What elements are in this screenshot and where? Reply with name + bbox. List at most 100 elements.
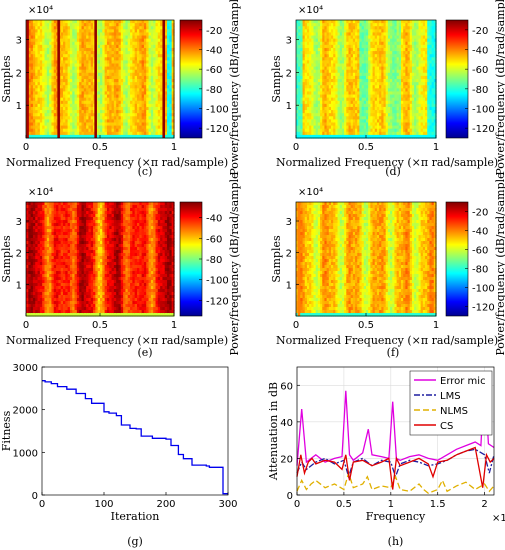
spectrogram-cell <box>100 85 103 89</box>
spectrogram-cell <box>379 63 382 68</box>
spectrogram-cell <box>309 85 312 89</box>
spectrogram-cell <box>306 116 310 120</box>
spectrogram-cell <box>409 38 413 43</box>
spectrogram-cell <box>35 131 39 136</box>
spectrogram-cell <box>120 66 124 71</box>
spectrogram-cell <box>409 69 413 74</box>
spectrogram-cell <box>134 131 138 136</box>
spectrogram-cell <box>407 85 411 89</box>
spectrogram-cell <box>28 244 32 248</box>
spectrogram-cell <box>350 125 354 130</box>
spectrogram-cell <box>433 85 437 89</box>
spectrogram-cell <box>320 66 323 71</box>
spectrogram-cell <box>37 26 41 30</box>
spectrogram-cell <box>359 119 363 124</box>
spectrogram-cell <box>76 85 80 89</box>
spectrogram-cell <box>387 51 391 55</box>
spectrogram-cell <box>414 38 417 43</box>
spectrogram-cell <box>320 110 323 114</box>
spectrogram-cell <box>97 20 101 24</box>
spectrogram-cell <box>79 32 83 37</box>
spectrogram-cell <box>363 122 367 127</box>
spectrogram-cell <box>69 94 73 99</box>
spectrogram-cell <box>431 125 435 130</box>
spectrogram-cell <box>311 69 315 74</box>
spectrogram-cell <box>348 32 352 37</box>
spectrogram-cell <box>311 91 315 96</box>
spectrogram-cell <box>352 38 356 43</box>
spectrogram-cell <box>120 69 124 74</box>
spectrogram-cell <box>83 63 87 68</box>
spectrogram-cell <box>407 82 411 86</box>
spectrogram-cell <box>160 128 164 133</box>
spectrogram-cell <box>123 35 127 40</box>
spectrogram-cell <box>74 20 78 24</box>
spectrogram-cell <box>125 97 129 102</box>
spectrogram-cell <box>381 38 385 43</box>
spectrogram-cell <box>361 29 365 34</box>
spectrogram-cell <box>422 119 426 124</box>
spectrogram-cell <box>363 82 367 86</box>
spectrogram-cell <box>97 29 101 34</box>
spectrogram-cell <box>26 262 29 266</box>
spectrogram-cell <box>302 38 306 43</box>
spectrogram-cell <box>328 72 332 77</box>
spectrogram-cell <box>44 119 48 124</box>
spectrogram-cell <box>155 51 159 55</box>
spectrogram-cell <box>381 128 385 133</box>
spectrogram-cell <box>328 97 332 102</box>
spectrogram-cell <box>335 128 339 133</box>
spectrogram-cell <box>118 79 122 83</box>
spectrogram-cell <box>69 69 73 74</box>
spectrogram-cell <box>425 113 428 117</box>
spectrogram-cell <box>315 134 319 139</box>
spectrogram-cell <box>352 119 356 124</box>
spectrogram-cell <box>63 110 66 114</box>
spectrogram-cell <box>123 91 127 96</box>
spectrogram-cell <box>315 32 319 37</box>
spectrogram-cell <box>357 134 361 139</box>
spectrogram-cell <box>106 51 110 55</box>
spectrogram-cell <box>63 128 66 133</box>
spectrogram-cell <box>425 51 428 55</box>
spectrogram-cell <box>100 66 103 71</box>
spectrogram-cell <box>102 106 106 111</box>
spectrogram-cell <box>359 23 363 27</box>
spectrogram-cell <box>409 128 413 133</box>
spectrogram-cell <box>317 122 321 127</box>
spectrogram-cell <box>46 85 50 89</box>
spectrogram-cell <box>425 38 428 43</box>
spectrogram-cell <box>76 131 80 136</box>
spectrogram-cell <box>383 91 387 96</box>
spectrogram-cell <box>141 20 145 24</box>
spectrogram-cell <box>67 110 71 114</box>
spectrogram-cell <box>28 88 32 93</box>
spectrogram-cell <box>49 66 53 71</box>
spectrogram-cell <box>390 51 393 55</box>
spectrogram-cell <box>65 51 69 55</box>
spectrogram-cell <box>146 85 150 89</box>
spectrogram-cell <box>32 88 36 93</box>
spectrogram-cell <box>431 41 435 46</box>
spectrogram-cell <box>150 106 154 111</box>
spectrogram-cell <box>39 32 43 37</box>
spectrogram-cell <box>148 38 152 43</box>
spectrogram-cell <box>97 97 101 102</box>
spectrogram-cell <box>392 63 396 68</box>
spectrogram-cell <box>331 29 334 34</box>
spectrogram-cell <box>141 106 145 111</box>
spectrogram-cell <box>324 134 328 139</box>
spectrogram-cell <box>346 79 350 83</box>
spectrogram-cell <box>317 72 321 77</box>
spectrogram-cell <box>431 103 435 108</box>
spectrogram-cell <box>49 57 53 61</box>
spectrogram-cell <box>407 100 411 105</box>
spectrogram-cell <box>120 75 124 80</box>
spectrogram-cell <box>418 122 422 127</box>
spectrogram-cell <box>381 106 385 111</box>
spectrogram-cell <box>383 35 387 40</box>
spectrogram-cell <box>72 113 76 117</box>
spectrogram-cell <box>420 69 424 74</box>
spectrogram-cell <box>383 79 387 83</box>
spectrogram-cell <box>127 26 131 30</box>
